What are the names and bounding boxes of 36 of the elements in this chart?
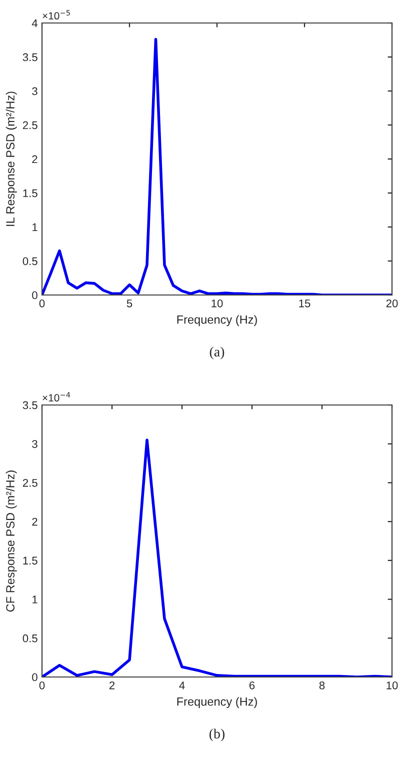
- x-tick-label: 5: [126, 300, 132, 308]
- y-tick-label: 3: [32, 440, 38, 448]
- text: (b): [210, 728, 224, 742]
- y-tick-label: 1.5: [23, 189, 38, 198]
- x-tick-label: 20: [386, 299, 398, 308]
- y-tick-label: 3: [32, 87, 38, 96]
- y-tick-label: 0.5: [22, 634, 38, 642]
- y-axis-title: CF Response PSD (m²/Hz): [6, 470, 17, 612]
- y-tick-label: 2: [32, 155, 38, 164]
- x-tick-label: 0: [39, 681, 45, 690]
- x-axis-title: Frequency (Hz): [177, 697, 257, 708]
- x-tick-label: 10: [386, 681, 398, 690]
- x-tick-label: 6: [249, 681, 255, 690]
- y-tick-label: 0: [32, 673, 38, 682]
- x-tick-label: 10: [212, 299, 223, 308]
- y-tick-label: 2: [32, 518, 38, 526]
- text: (a): [210, 346, 224, 360]
- y-tick-label: 4: [32, 19, 38, 28]
- text: ×10$^{−5}$: [42, 10, 70, 20]
- text: ×10$^{−4}$: [42, 392, 70, 402]
- x-tick-label: 15: [299, 300, 310, 308]
- y-tick-label: 2.5: [22, 478, 38, 487]
- y-tick-label: 3.5: [22, 401, 38, 410]
- y-tick-label: 2.5: [22, 121, 38, 130]
- x-tick-label: 8: [319, 681, 325, 690]
- x-tick-label: 4: [179, 682, 185, 690]
- y-tick-label: 1: [32, 223, 38, 232]
- y-tick-label: 0: [32, 291, 38, 300]
- y-tick-label: 1: [32, 596, 38, 604]
- x-tick-label: 0: [39, 299, 45, 308]
- y-tick-label: 3.5: [22, 53, 38, 62]
- x-axis-title: Frequency (Hz): [177, 315, 257, 326]
- y-tick-label: 0.5: [22, 257, 38, 266]
- y-axis-title: IL Response PSD (m²/Hz): [6, 92, 17, 226]
- y-tick-label: 1.5: [23, 556, 38, 565]
- x-tick-label: 2: [109, 681, 115, 690]
